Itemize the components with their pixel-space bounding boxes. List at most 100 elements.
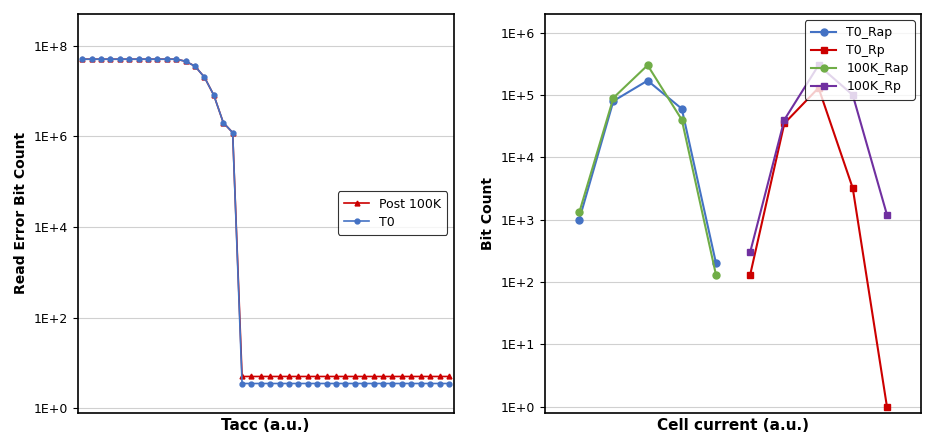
Post 100K — [415, 374, 426, 379]
X-axis label: Cell current (a.u.): Cell current (a.u.) — [657, 418, 809, 433]
100K_Rp — [813, 63, 824, 68]
T0 — [340, 381, 352, 386]
Post 100K — [95, 56, 107, 62]
T0 — [311, 381, 323, 386]
T0 — [321, 381, 332, 386]
Post 100K — [321, 374, 332, 379]
T0_Rap — [676, 106, 687, 111]
Post 100K — [274, 374, 285, 379]
T0 — [161, 56, 172, 62]
Post 100K — [246, 374, 257, 379]
T0 — [406, 381, 417, 386]
T0_Rap — [711, 261, 722, 266]
T0 — [142, 56, 153, 62]
Post 100K — [227, 130, 238, 135]
Post 100K — [368, 374, 380, 379]
Post 100K — [209, 93, 220, 98]
T0 — [274, 381, 285, 386]
Line: 100K_Rp: 100K_Rp — [747, 62, 890, 256]
T0 — [218, 120, 229, 125]
T0 — [209, 93, 220, 98]
Post 100K — [350, 374, 361, 379]
T0 — [171, 56, 182, 62]
100K_Rap — [573, 210, 584, 215]
T0 — [387, 381, 398, 386]
Post 100K — [77, 56, 88, 62]
Post 100K — [255, 374, 266, 379]
T0 — [368, 381, 380, 386]
Post 100K — [123, 56, 135, 62]
T0 — [359, 381, 370, 386]
T0 — [396, 381, 408, 386]
T0 — [95, 56, 107, 62]
T0_Rp — [744, 272, 755, 278]
T0 — [133, 56, 144, 62]
T0 — [302, 381, 313, 386]
Line: T0_Rap: T0_Rap — [576, 77, 719, 266]
Line: T0_Rp: T0_Rp — [747, 84, 890, 410]
100K_Rp — [882, 212, 893, 217]
T0 — [180, 59, 192, 64]
100K_Rap — [676, 117, 687, 122]
Post 100K — [293, 374, 304, 379]
Line: 100K_Rap: 100K_Rap — [576, 62, 719, 278]
T0 — [114, 56, 125, 62]
T0 — [86, 56, 97, 62]
Post 100K — [378, 374, 389, 379]
Post 100K — [387, 374, 398, 379]
T0 — [293, 381, 304, 386]
Post 100K — [199, 75, 210, 80]
Line: T0: T0 — [79, 57, 452, 386]
Post 100K — [133, 56, 144, 62]
Post 100K — [434, 374, 445, 379]
T0 — [443, 381, 454, 386]
Post 100K — [114, 56, 125, 62]
Post 100K — [218, 120, 229, 125]
T0 — [123, 56, 135, 62]
Post 100K — [330, 374, 341, 379]
X-axis label: Tacc (a.u.): Tacc (a.u.) — [222, 418, 309, 433]
Legend: Post 100K, T0: Post 100K, T0 — [338, 191, 447, 235]
T0 — [283, 381, 295, 386]
T0 — [237, 381, 248, 386]
T0 — [246, 381, 257, 386]
T0_Rp — [813, 85, 824, 91]
T0 — [330, 381, 341, 386]
Legend: T0_Rap, T0_Rp, 100K_Rap, 100K_Rp: T0_Rap, T0_Rp, 100K_Rap, 100K_Rp — [805, 20, 914, 100]
Y-axis label: Read Error Bit Count: Read Error Bit Count — [14, 132, 28, 294]
T0 — [199, 75, 210, 80]
100K_Rp — [744, 249, 755, 255]
Post 100K — [424, 374, 436, 379]
T0 — [151, 56, 163, 62]
T0 — [378, 381, 389, 386]
100K_Rap — [711, 272, 722, 278]
Post 100K — [406, 374, 417, 379]
Post 100K — [443, 374, 454, 379]
Post 100K — [359, 374, 370, 379]
Post 100K — [142, 56, 153, 62]
Post 100K — [151, 56, 163, 62]
Post 100K — [161, 56, 172, 62]
Post 100K — [311, 374, 323, 379]
Post 100K — [86, 56, 97, 62]
T0 — [415, 381, 426, 386]
Post 100K — [340, 374, 352, 379]
Post 100K — [302, 374, 313, 379]
100K_Rap — [608, 95, 619, 101]
T0_Rp — [779, 121, 790, 126]
T0 — [255, 381, 266, 386]
T0 — [77, 56, 88, 62]
100K_Rap — [642, 63, 654, 68]
Post 100K — [171, 56, 182, 62]
T0 — [227, 130, 238, 135]
Y-axis label: Bit Count: Bit Count — [482, 177, 496, 250]
Post 100K — [180, 59, 192, 64]
T0_Rp — [847, 186, 858, 191]
100K_Rp — [779, 117, 790, 122]
Post 100K — [265, 374, 276, 379]
Line: Post 100K: Post 100K — [79, 57, 452, 379]
Post 100K — [105, 56, 116, 62]
T0 — [190, 63, 201, 69]
T0 — [434, 381, 445, 386]
T0 — [350, 381, 361, 386]
